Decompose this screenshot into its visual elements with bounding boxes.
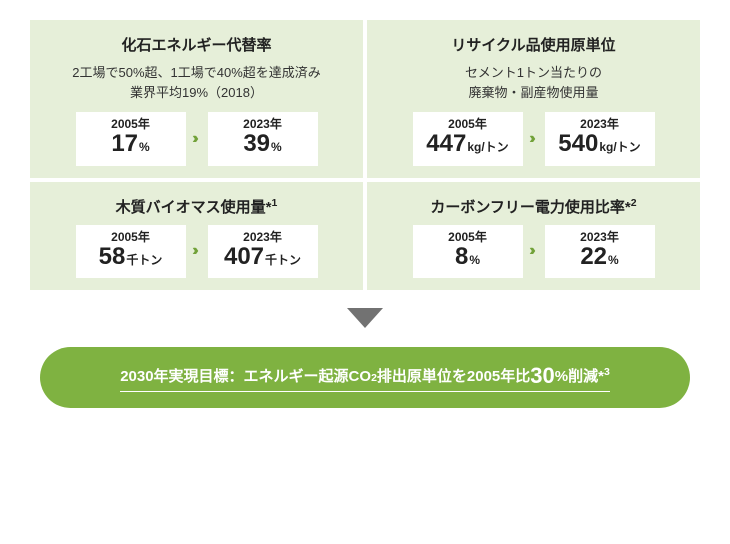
- metric-row: 2005年 447kg/トン ››› 2023年 540kg/トン: [379, 112, 688, 166]
- metric-value: 540: [558, 130, 598, 157]
- down-arrow-wrap: [30, 308, 700, 333]
- metric-from: 2005年 447kg/トン: [413, 112, 523, 166]
- card-recycled-materials: リサイクル品使用原単位 セメント1トン当たりの 廃棄物・副産物使用量 2005年…: [367, 20, 700, 178]
- metric-from: 2005年 17%: [76, 112, 186, 166]
- goal-banner: 2030年実現目標：エネルギー起源CO2排出原単位を2005年比30%削減*3: [40, 347, 690, 408]
- metric-unit: %: [608, 253, 619, 267]
- metric-to: 2023年 39%: [208, 112, 318, 166]
- progress-arrows-icon: ›››: [194, 130, 200, 148]
- progress-arrows-icon: ›››: [531, 242, 537, 260]
- metric-value: 8: [455, 243, 468, 270]
- metric-value: 447: [426, 130, 466, 157]
- metric-value: 407: [224, 243, 264, 270]
- metric-unit: %: [469, 253, 480, 267]
- card-title: リサイクル品使用原単位: [379, 34, 688, 55]
- card-title: 化石エネルギー代替率: [42, 34, 351, 55]
- metric-unit: kg/トン: [467, 140, 508, 154]
- goal-text: 2030年実現目標：エネルギー起源CO2排出原単位を2005年比30%削減*3: [120, 363, 610, 392]
- card-woody-biomass: 木質バイオマス使用量*1 2005年 58千トン ››› 2023年 407千ト…: [30, 182, 363, 291]
- card-title: カーボンフリー電力使用比率*2: [379, 196, 688, 217]
- metric-year: 2005年: [80, 231, 182, 244]
- metric-to: 2023年 540kg/トン: [545, 112, 655, 166]
- metric-row: 2005年 58千トン ››› 2023年 407千トン: [42, 225, 351, 279]
- metric-value: 58: [99, 243, 126, 270]
- metric-value: 17: [111, 130, 138, 157]
- metric-unit: 千トン: [265, 253, 301, 267]
- chevron-down-icon: [347, 308, 383, 328]
- card-subtitle: セメント1トン当たりの 廃棄物・副産物使用量: [379, 63, 688, 102]
- metric-to: 2023年 407千トン: [208, 225, 318, 279]
- card-subtitle: 2工場で50%超、1工場で40%超を達成済み 業界平均19%（2018）: [42, 63, 351, 102]
- card-fossil-energy-substitution: 化石エネルギー代替率 2工場で50%超、1工場で40%超を達成済み 業界平均19…: [30, 20, 363, 178]
- card-carbon-free-power: カーボンフリー電力使用比率*2 2005年 8% ››› 2023年 22%: [367, 182, 700, 291]
- metric-unit: kg/トン: [599, 140, 640, 154]
- card-title: 木質バイオマス使用量*1: [42, 196, 351, 217]
- metric-from: 2005年 8%: [413, 225, 523, 279]
- metric-value: 39: [243, 130, 270, 157]
- metric-from: 2005年 58千トン: [76, 225, 186, 279]
- metric-unit: 千トン: [126, 253, 162, 267]
- progress-arrows-icon: ›››: [194, 242, 200, 260]
- progress-arrows-icon: ›››: [531, 130, 537, 148]
- metric-unit: %: [271, 140, 282, 154]
- metric-row: 2005年 8% ››› 2023年 22%: [379, 225, 688, 279]
- metric-row: 2005年 17% ››› 2023年 39%: [42, 112, 351, 166]
- metric-unit: %: [139, 140, 150, 154]
- metric-value: 22: [580, 243, 607, 270]
- metrics-grid: 化石エネルギー代替率 2工場で50%超、1工場で40%超を達成済み 業界平均19…: [30, 20, 700, 290]
- metric-to: 2023年 22%: [545, 225, 655, 279]
